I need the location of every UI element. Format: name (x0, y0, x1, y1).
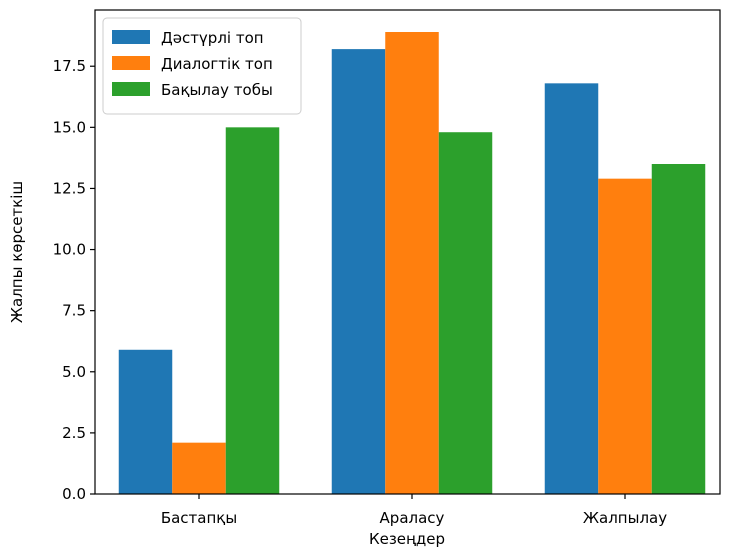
legend-label-2: Диалогтік топ (161, 55, 273, 73)
bar-1-3 (544, 83, 599, 494)
y-axis-label: Жалпы көрсеткіш (8, 181, 26, 323)
bar-3-2 (438, 132, 493, 494)
y-tick-label: 0.0 (62, 485, 86, 503)
x-tick-label: Жалпылау (583, 509, 667, 527)
y-tick-label: 17.5 (53, 57, 86, 75)
bar-2-1 (172, 442, 226, 494)
legend-swatch-1 (112, 30, 150, 44)
bar-3-1 (225, 127, 280, 494)
x-axis-label: Кезеңдер (369, 530, 445, 548)
bar-2-2 (385, 32, 439, 494)
y-tick-label: 2.5 (62, 424, 86, 442)
legend-swatch-3 (112, 82, 150, 96)
legend-label-3: Бақылау тобы (161, 81, 273, 99)
y-tick-label: 15.0 (53, 118, 86, 136)
x-tick-label: Араласу (380, 509, 445, 527)
y-tick-label: 7.5 (62, 302, 86, 320)
bars-group (118, 32, 706, 494)
y-tick-label: 12.5 (53, 179, 86, 197)
x-axis-ticks: Бастапқы Араласу Жалпылау (161, 494, 667, 527)
y-axis-ticks: 0.0 2.5 5.0 7.5 10.0 12.5 15.0 17.5 (53, 57, 95, 503)
x-tick-label: Бастапқы (161, 509, 237, 527)
y-tick-label: 10.0 (53, 241, 86, 259)
legend-box (102, 17, 302, 115)
legend-swatch-2 (112, 56, 150, 70)
bar-1-1 (118, 349, 173, 494)
y-tick-label: 5.0 (62, 363, 86, 381)
legend-label-1: Дәстүрлі топ (161, 29, 264, 47)
legend: Дәстүрлі топ Диалогтік топ Бақылау тобы (102, 17, 302, 115)
bar-2-3 (598, 178, 652, 494)
bar-1-2 (331, 49, 386, 494)
plot-frame (94, 9, 721, 495)
bar-3-3 (651, 164, 706, 494)
